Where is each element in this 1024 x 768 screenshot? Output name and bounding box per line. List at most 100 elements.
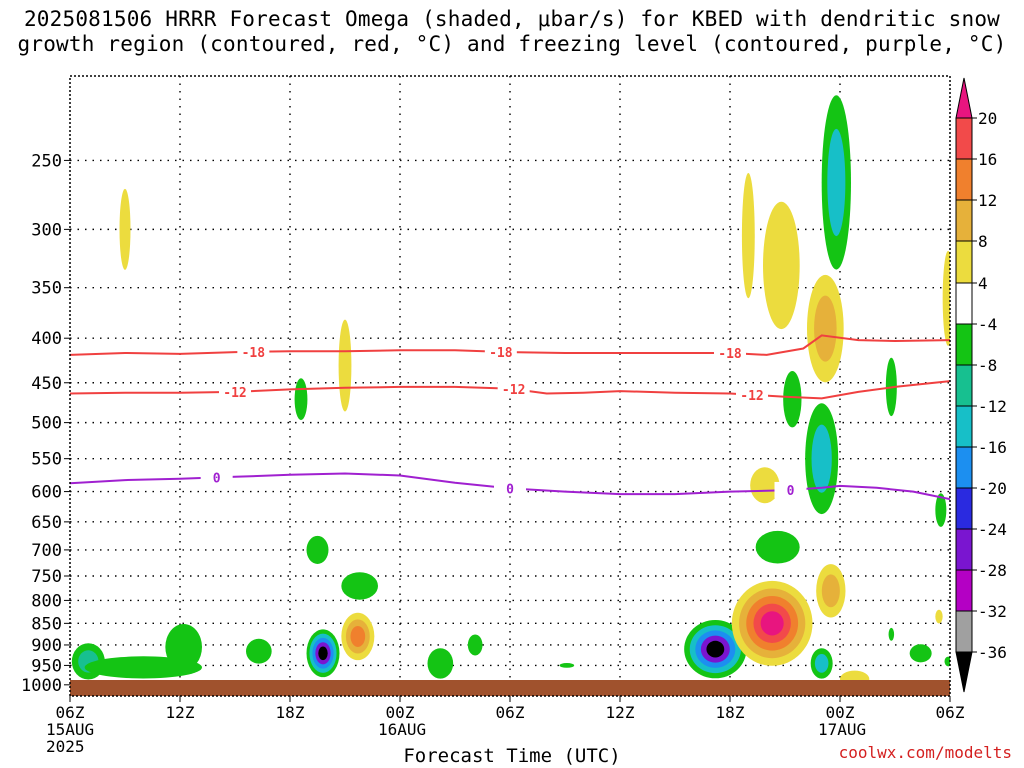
colorbar-label-7: -12: [978, 397, 1007, 416]
x-tick-label-3: 00Z: [386, 703, 415, 722]
contour-label-2-0: 0: [213, 471, 221, 486]
omega-area-8-level-2: [350, 625, 366, 647]
contour-line-2: [70, 472, 950, 501]
x-axis-title: Forecast Time (UTC): [403, 745, 621, 767]
colorbar-cell-4: [955, 240, 973, 284]
omega-area-18-level-1: [827, 128, 846, 237]
colorbar-cell-8: [955, 405, 973, 448]
contour-label-bg-1-1: [497, 381, 530, 398]
x-tick-label-7: 00Z: [826, 703, 855, 722]
x-date-label-7: 17AUG: [818, 720, 866, 739]
omega-area-22-level-0: [750, 467, 780, 504]
contour-label-bg-0-1: [484, 343, 517, 360]
x-tick-label-8: 06Z: [936, 703, 965, 722]
colorbar-label-5: -4: [978, 315, 997, 334]
x-year-label-0: 2025: [46, 737, 85, 756]
contour-label-0-2: -18: [718, 347, 742, 362]
chart-title-line-1: 2025081506 HRRR Forecast Omega (shaded, …: [23, 7, 1001, 31]
omega-area-24-level-1: [821, 574, 840, 608]
y-tick-label-700: 700: [31, 541, 62, 561]
omega-area-10-level-0: [341, 572, 378, 600]
omega-shaded-areas: [71, 95, 950, 688]
contour-line-0: [70, 334, 950, 356]
colorbar-cell-11: [955, 528, 973, 571]
colorbar-cell-1: [955, 117, 973, 160]
colorbar-cell-3: [955, 199, 973, 242]
contour-label-bg-2-0: [200, 469, 233, 486]
contour-label-1-2: -12: [740, 389, 763, 404]
omega-area-16-level-0: [741, 173, 755, 299]
colorbar-cell-2: [955, 158, 973, 201]
x-date-label-0: 15AUG: [46, 720, 94, 739]
contour-label-2-1: 0: [506, 482, 514, 497]
y-tick-label-900: 900: [31, 636, 62, 656]
colorbar-cell-7: [955, 364, 973, 407]
y-tick-label-250: 250: [31, 151, 62, 171]
omega-area-14-level-4: [706, 640, 725, 658]
colorbar-label-0: 20: [978, 109, 997, 128]
colorbar-label-8: -16: [978, 438, 1007, 457]
y-tick-label-850: 850: [31, 614, 62, 634]
omega-area-13-level-0: [559, 663, 575, 668]
omega-area-29-level-0: [942, 250, 950, 346]
y-tick-label-750: 750: [31, 567, 62, 587]
omega-area-12-level-0: [467, 634, 483, 656]
y-tick-label-350: 350: [31, 279, 62, 299]
colorbar-label-4: 4: [978, 274, 988, 293]
colorbar-cap-bottom: [955, 651, 973, 693]
y-tick-label-400: 400: [31, 329, 62, 349]
omega-area-19-level-1: [814, 295, 837, 362]
x-tick-label-6: 18Z: [716, 703, 745, 722]
contour-label-1-1: -12: [502, 383, 525, 398]
colorbar-cell-6: [955, 323, 973, 366]
omega-area-31-level-0: [909, 644, 932, 663]
y-tick-label-300: 300: [31, 220, 62, 240]
colorbar-label-11: -28: [978, 561, 1007, 580]
contour-label-bg-1-0: [219, 383, 251, 400]
contour-label-0-1: -18: [489, 346, 513, 361]
omega-area-23-level-0: [755, 530, 800, 564]
y-tick-label-950: 950: [31, 656, 62, 676]
omega-area-17-level-0: [763, 201, 800, 330]
omega-area-2-level-0: [338, 319, 352, 412]
omega-area-28-level-0: [935, 493, 947, 527]
temperature-contours: -18 -18 -18 -12 -12 -12 0 0 0: [70, 334, 950, 501]
pressure-axis: 2503003504004505005506006507007508008509…: [21, 151, 70, 696]
y-tick-label-1000: 1000: [21, 676, 62, 696]
colorbar-label-13: -36: [978, 643, 1007, 662]
y-tick-label-500: 500: [31, 414, 62, 434]
contour-label-2-2: 0: [787, 484, 795, 499]
omega-area-20-level-0: [783, 370, 802, 428]
colorbar-cap-top: [955, 77, 973, 119]
colorbar-label-9: -20: [978, 479, 1007, 498]
omega-area-21-level-1: [811, 424, 832, 493]
contour-label-bg-2-2: [774, 481, 807, 498]
ground-band: [70, 680, 950, 696]
ground-fill: [70, 680, 950, 696]
colorbar-cell-13: [955, 610, 973, 653]
omega-area-15-level-4: [760, 611, 784, 636]
omega-area-11-level-0: [427, 648, 454, 679]
omega-area-25-level-1: [814, 654, 829, 673]
colorbar: 20 16 12 8 4 -4 -8 -12 -16 -20 -24 -28 -32 -36: [955, 77, 1007, 693]
colorbar-label-6: -8: [978, 356, 997, 375]
x-tick-label-1: 12Z: [166, 703, 195, 722]
x-tick-label-4: 06Z: [496, 703, 525, 722]
contour-label-bg-0-0: [237, 343, 270, 360]
colorbar-cell-10: [955, 487, 973, 530]
colorbar-cell-12: [955, 569, 973, 612]
y-tick-label-800: 800: [31, 591, 62, 611]
omega-area-6-level-0: [246, 638, 272, 664]
contour-label-bg-2-1: [494, 480, 526, 497]
omega-area-33-level-0: [944, 656, 950, 667]
omega-area-0-level-0: [119, 188, 131, 270]
omega-area-7-level-4: [318, 646, 328, 661]
omega-area-30-level-0: [888, 627, 895, 641]
contour-label-bg-1-2: [736, 386, 768, 403]
y-tick-label-600: 600: [31, 483, 62, 503]
omega-area-32-level-0: [935, 609, 943, 624]
credit-link[interactable]: coolwx.com/modelts: [838, 743, 1012, 762]
colorbar-label-3: 8: [978, 232, 988, 251]
